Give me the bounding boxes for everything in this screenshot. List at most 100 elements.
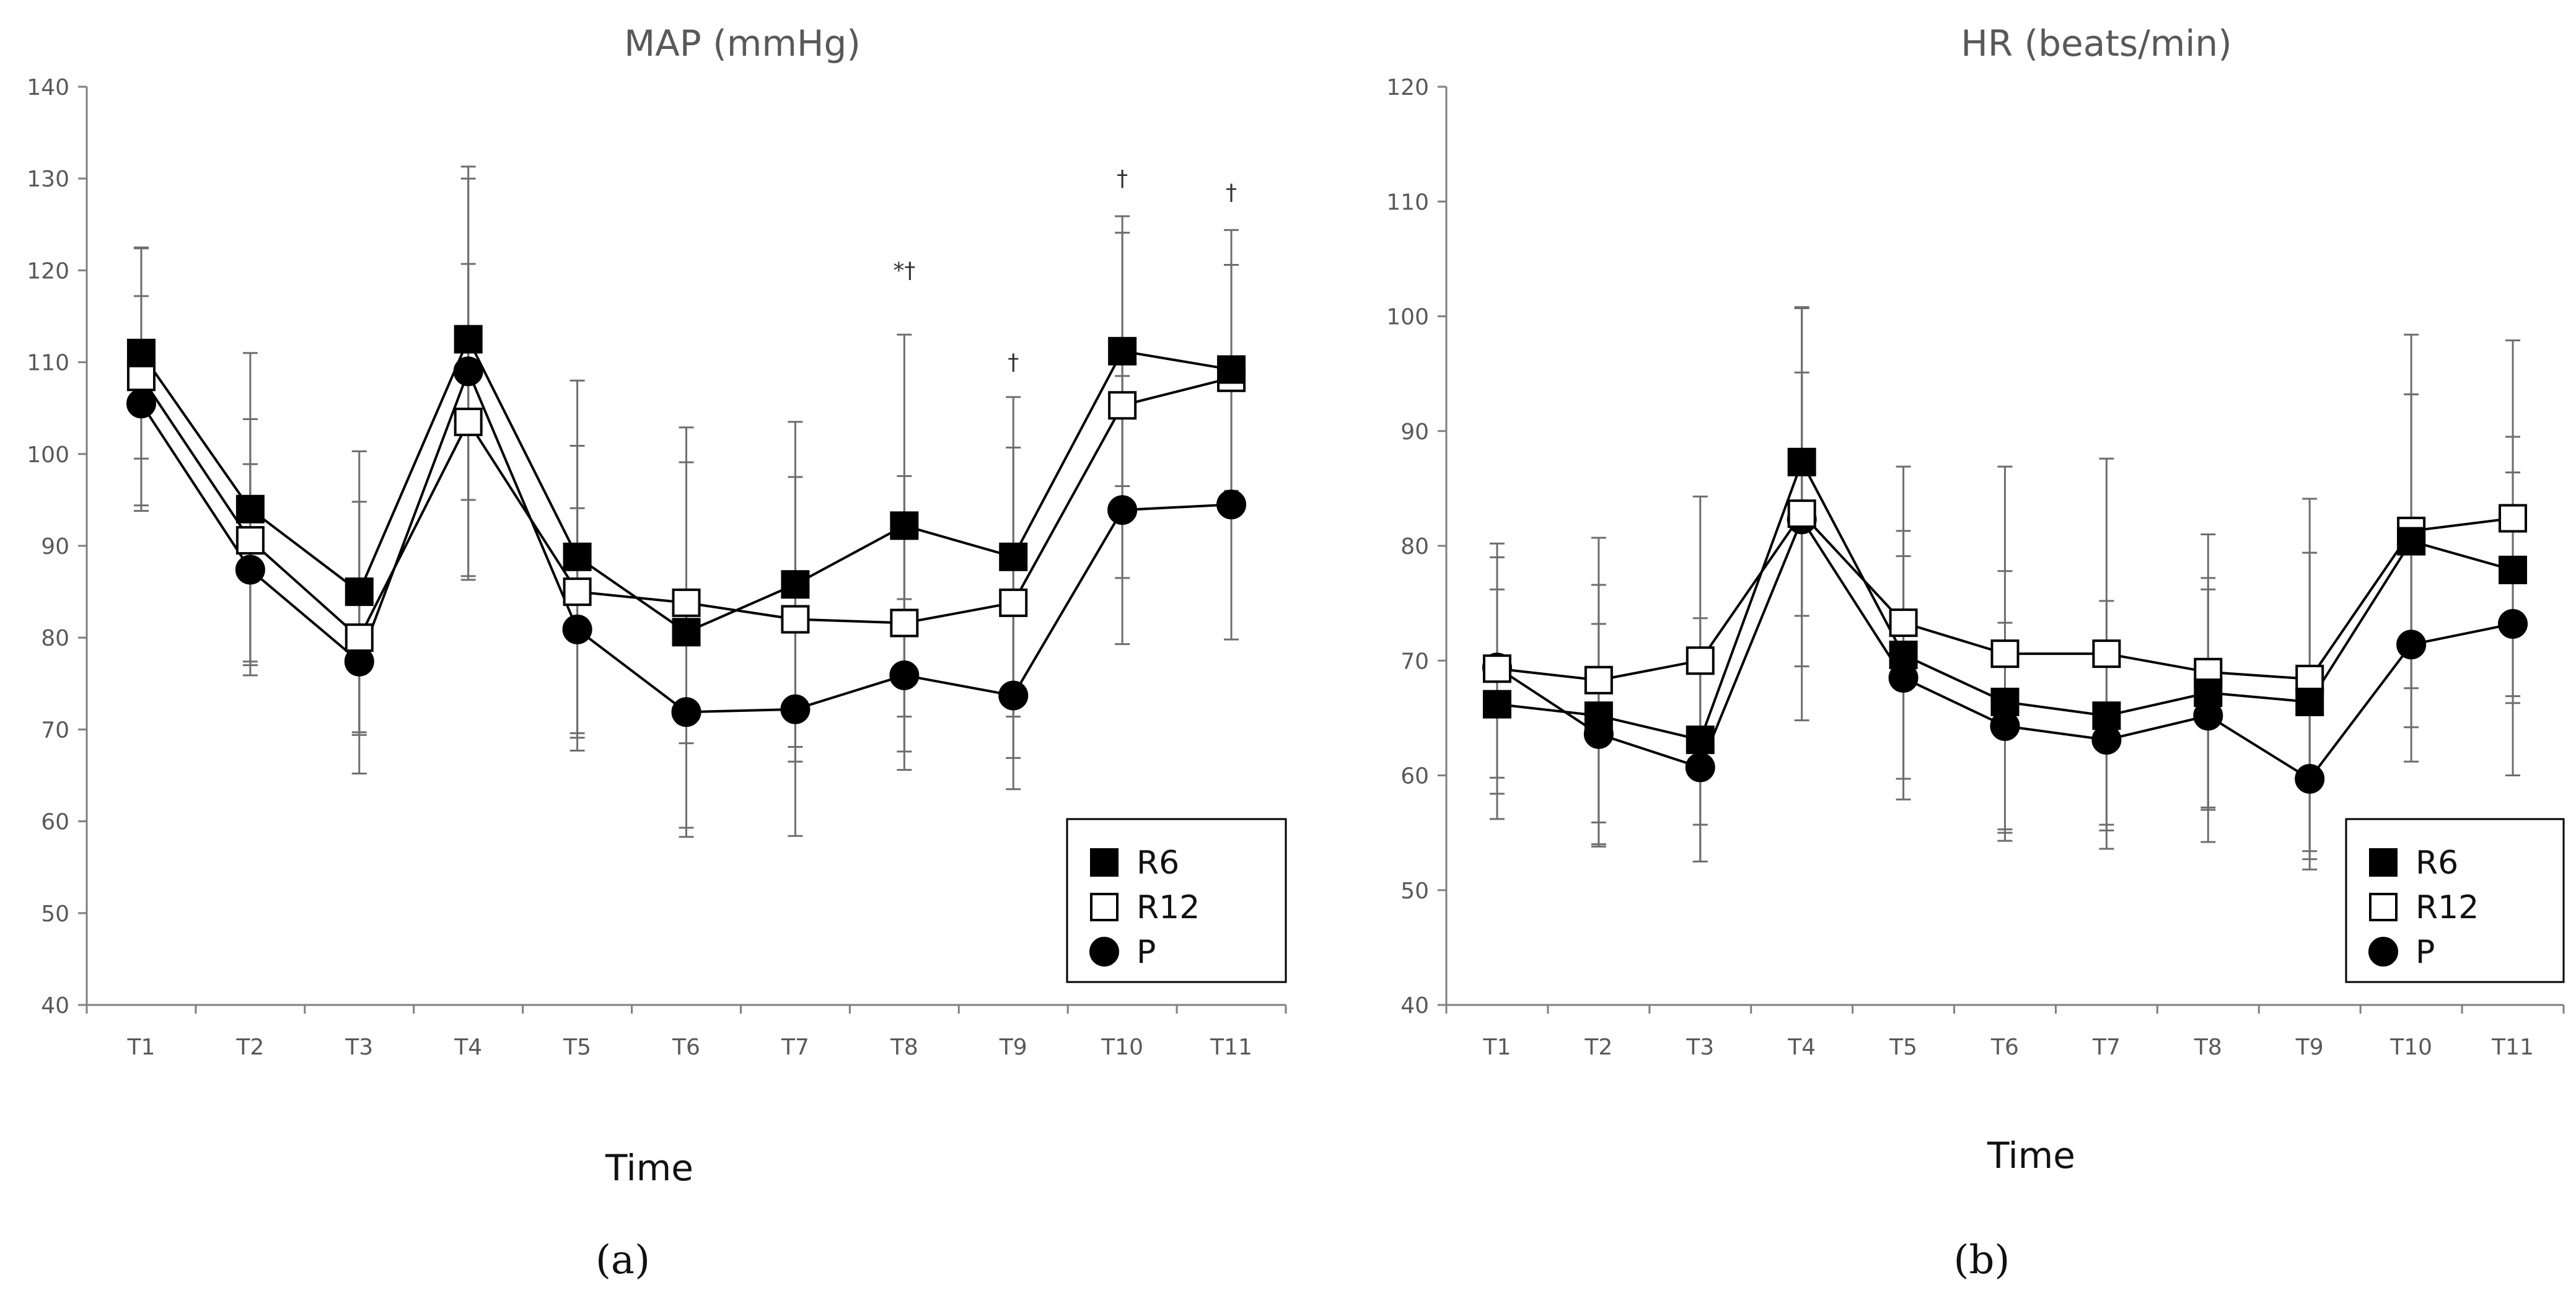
data-point-r12 xyxy=(454,407,483,436)
legend-label-p: P xyxy=(2416,934,2435,971)
x-tick-label: T2 xyxy=(1584,1035,1612,1060)
data-point-r12 xyxy=(1584,665,1613,695)
y-tick-label: 60 xyxy=(1400,764,1429,789)
data-point-p xyxy=(562,614,592,644)
data-point-r12 xyxy=(1108,391,1137,420)
data-point-p xyxy=(1216,489,1247,520)
y-tick-label: 110 xyxy=(1386,190,1429,215)
y-tick-label: 100 xyxy=(1386,305,1429,330)
significance-annotation: † xyxy=(1117,166,1128,191)
x-tick-label: T5 xyxy=(563,1035,591,1060)
legend-marker-p xyxy=(1089,937,1119,967)
y-tick-label: 50 xyxy=(41,901,69,927)
x-tick-label: T7 xyxy=(781,1035,809,1060)
data-point-r6 xyxy=(999,542,1028,571)
data-point-p xyxy=(780,694,811,724)
data-point-r6 xyxy=(1584,701,1613,730)
data-point-r6 xyxy=(2092,701,2121,730)
y-tick-label: 100 xyxy=(27,442,69,468)
data-point-p xyxy=(2396,629,2427,660)
x-tick-label: T9 xyxy=(999,1035,1027,1060)
data-point-p xyxy=(889,660,920,690)
y-tick-label: 90 xyxy=(1400,419,1429,445)
data-point-r6 xyxy=(454,325,483,354)
data-point-r6 xyxy=(1787,447,1816,476)
data-point-r12 xyxy=(999,588,1028,617)
legend-label-p: P xyxy=(1136,934,1156,971)
x-tick-label: T8 xyxy=(2194,1035,2222,1060)
chart-title: MAP (mmHg) xyxy=(624,22,861,64)
data-point-r12 xyxy=(1889,608,1918,638)
panel-label: (b) xyxy=(1954,1237,2010,1283)
x-tick-label: T8 xyxy=(890,1035,918,1060)
data-point-r6 xyxy=(2194,678,2223,708)
legend-marker-r12 xyxy=(1090,893,1119,921)
x-tick-label: T2 xyxy=(235,1035,264,1060)
data-point-r12 xyxy=(1787,499,1816,528)
chart-title: HR (beats/min) xyxy=(1961,22,2232,64)
y-tick-label: 70 xyxy=(41,717,69,743)
data-point-r12 xyxy=(235,526,265,555)
data-point-r6 xyxy=(781,570,810,599)
data-point-r6 xyxy=(1217,355,1246,384)
panel-label: (a) xyxy=(596,1237,650,1283)
x-tick-label: T1 xyxy=(1483,1035,1511,1060)
y-tick-label: 140 xyxy=(27,75,69,100)
x-tick-label: T10 xyxy=(1101,1035,1143,1060)
data-point-r12 xyxy=(781,605,810,634)
data-point-r6 xyxy=(1686,726,1715,755)
y-tick-label: 130 xyxy=(27,167,69,192)
data-point-p xyxy=(998,680,1029,711)
data-point-r6 xyxy=(672,618,701,647)
y-tick-label: 80 xyxy=(41,626,69,651)
y-tick-label: 110 xyxy=(27,351,69,376)
x-tick-label: T11 xyxy=(2491,1035,2534,1060)
data-point-p xyxy=(1107,495,1138,525)
x-tick-label: T4 xyxy=(1787,1035,1816,1060)
legend-marker-r12 xyxy=(2369,893,2398,921)
x-tick-label: T4 xyxy=(454,1035,482,1060)
data-point-p xyxy=(126,388,156,419)
data-point-r12 xyxy=(1482,654,1511,683)
data-point-p xyxy=(671,697,701,727)
data-point-r6 xyxy=(2397,527,2426,556)
data-point-r6 xyxy=(563,542,592,571)
x-tick-label: T3 xyxy=(1686,1035,1714,1060)
legend-label-r6: R6 xyxy=(2416,844,2458,882)
x-tick-label: T3 xyxy=(345,1035,373,1060)
y-tick-label: 90 xyxy=(41,534,69,559)
data-point-p xyxy=(453,356,483,387)
x-tick-label: T11 xyxy=(1210,1035,1252,1060)
data-point-r6 xyxy=(1990,687,2020,716)
x-tick-label: T7 xyxy=(2092,1035,2121,1060)
data-point-p xyxy=(235,555,265,585)
data-point-r12 xyxy=(2499,504,2528,533)
legend-marker-r6 xyxy=(2369,848,2398,877)
x-tick-label: T5 xyxy=(1889,1035,1917,1060)
y-tick-label: 40 xyxy=(1400,993,1429,1019)
significance-annotation: † xyxy=(1008,350,1019,375)
data-point-r12 xyxy=(890,608,919,638)
data-point-r6 xyxy=(1108,336,1137,366)
data-point-r6 xyxy=(2499,555,2528,584)
x-axis-label: Time xyxy=(605,1147,693,1189)
y-tick-label: 70 xyxy=(1400,649,1429,674)
y-tick-label: 120 xyxy=(1386,75,1429,100)
data-point-r12 xyxy=(345,623,374,652)
legend-marker-p xyxy=(2368,937,2398,967)
y-tick-label: 40 xyxy=(41,993,69,1019)
data-point-r12 xyxy=(1990,639,2020,669)
x-tick-label: T1 xyxy=(127,1035,156,1060)
legend-label-r12: R12 xyxy=(1136,889,1200,926)
y-tick-label: 50 xyxy=(1400,879,1429,904)
significance-annotation: *† xyxy=(893,258,915,283)
data-point-r6 xyxy=(2295,687,2324,716)
data-point-r12 xyxy=(126,362,156,392)
data-point-r12 xyxy=(563,577,592,607)
data-point-p xyxy=(2295,764,2325,794)
x-tick-label: T10 xyxy=(2389,1035,2432,1060)
y-tick-label: 120 xyxy=(27,258,69,284)
legend-label-r6: R6 xyxy=(1136,844,1179,882)
x-tick-label: T9 xyxy=(2295,1035,2324,1060)
